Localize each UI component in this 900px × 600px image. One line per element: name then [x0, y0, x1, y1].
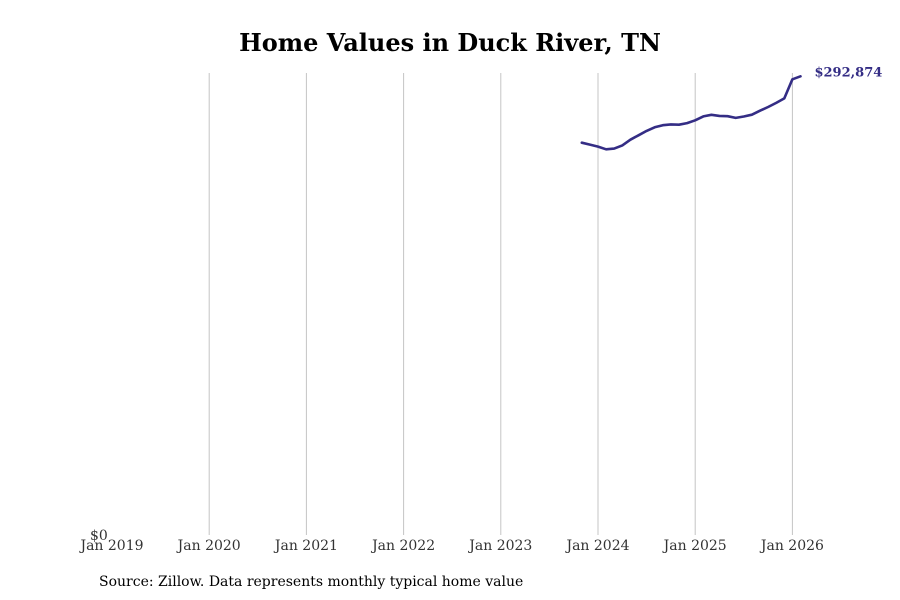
x-tick-label: Jan 2024 [564, 538, 629, 554]
series-line-home-value [580, 75, 802, 151]
x-tick-label: Jan 2026 [759, 538, 824, 554]
x-tick-label: Jan 2021 [273, 538, 338, 554]
x-tick-label: Jan 2025 [662, 538, 727, 554]
x-tick-label: Jan 2022 [370, 538, 435, 554]
gridlines [208, 73, 793, 535]
chart-title: Home Values in Duck River, TN [239, 28, 661, 57]
x-axis-ticks: Jan 2019 Jan 2020 Jan 2021 Jan 2022 Jan 2023… [78, 538, 824, 554]
x-tick-label: Jan 2020 [176, 538, 241, 554]
source-note: Source: Zillow. Data represents monthly … [99, 574, 524, 590]
x-tick-label: Jan 2023 [467, 538, 532, 554]
y-tick-label-zero: $0 [90, 528, 108, 544]
last-value-label: $292,874 [814, 65, 882, 80]
x-tick-label: Jan 2019 [78, 538, 143, 554]
